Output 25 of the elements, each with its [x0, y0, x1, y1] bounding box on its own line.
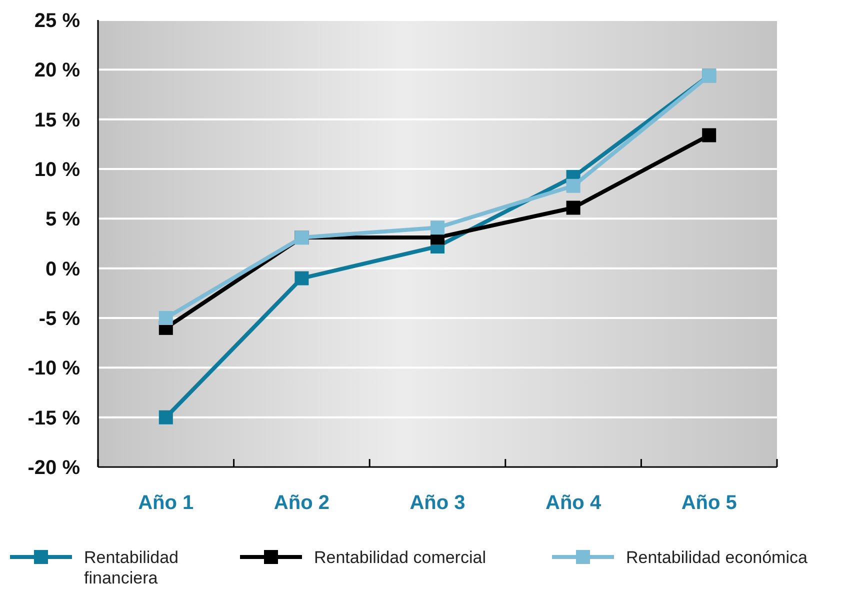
- x-tick-label: Año 5: [681, 492, 737, 514]
- point: [566, 200, 580, 215]
- point: [158, 410, 173, 424]
- x-tick-label: Año 2: [274, 492, 330, 514]
- x-tick-label: Año 1: [138, 492, 194, 514]
- legend-label: Rentabilidad financiera: [84, 548, 179, 588]
- y-tick-label: -10 %: [28, 358, 80, 380]
- point: [430, 220, 444, 235]
- y-tick-label: 10 %: [34, 159, 80, 181]
- y-tick-label: 20 %: [34, 60, 80, 82]
- point: [158, 311, 173, 325]
- y-tick-label: 25 %: [34, 10, 80, 32]
- y-tick-label: -15 %: [28, 407, 80, 430]
- y-tick-label: 0 %: [46, 258, 80, 280]
- x-tick-label: Año 3: [410, 492, 466, 514]
- point: [294, 271, 309, 286]
- y-tick-label: -20 %: [28, 457, 80, 479]
- y-tick-label: 5 %: [46, 208, 80, 231]
- y-tick-label: 15 %: [34, 109, 80, 132]
- x-tick-label: Año 4: [546, 492, 602, 514]
- legend-label: Rentabilidad económica: [626, 548, 808, 567]
- point: [566, 178, 580, 193]
- y-tick-label: -5 %: [38, 308, 80, 330]
- legend-label: Rentabilidad comercial: [314, 548, 486, 567]
- point: [702, 128, 716, 142]
